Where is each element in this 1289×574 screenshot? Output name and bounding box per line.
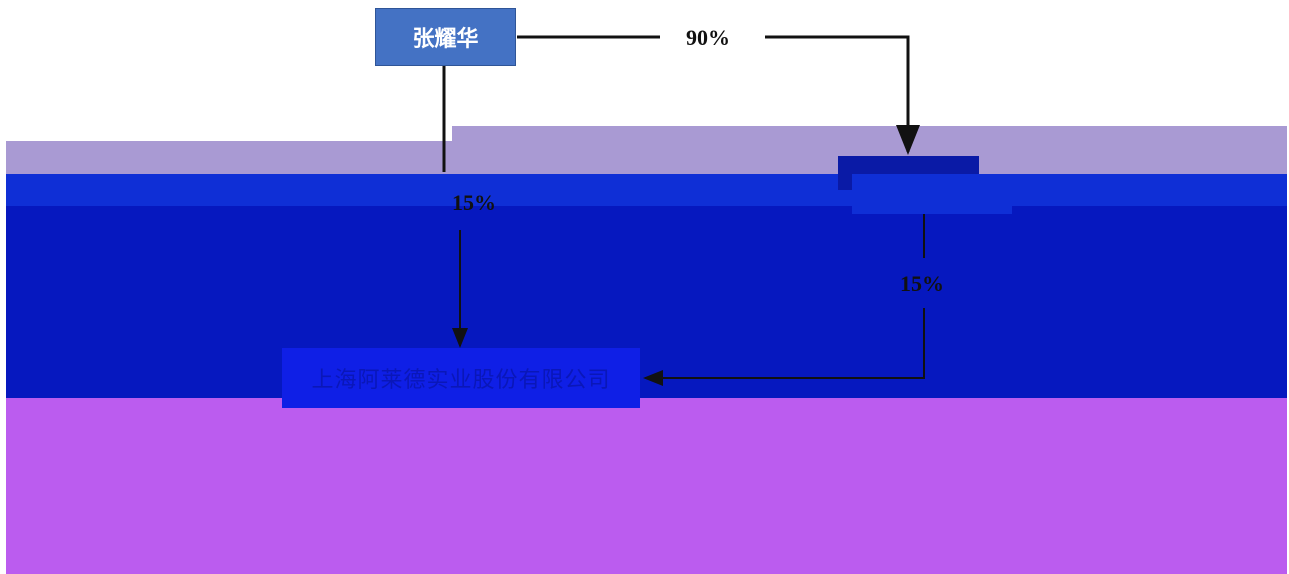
node-company-label: 上海阿莱德实业股份有限公司 bbox=[311, 368, 611, 393]
node-holding-glitch bbox=[852, 174, 1012, 214]
edge-person-holding-right bbox=[765, 35, 920, 155]
node-person-label: 张耀华 bbox=[412, 27, 479, 52]
band-lavender-notch bbox=[6, 126, 452, 141]
edge-holding-company-bottom bbox=[643, 308, 925, 386]
edge-label-person-holding: 90% bbox=[686, 25, 730, 50]
node-person: 张耀华 bbox=[375, 8, 516, 66]
node-company: 上海阿莱德实业股份有限公司 bbox=[282, 348, 640, 408]
edge-label-holding-company: 15% bbox=[900, 271, 944, 296]
edge-label-person-company: 15% bbox=[452, 190, 496, 215]
band-purple bbox=[6, 398, 1287, 574]
